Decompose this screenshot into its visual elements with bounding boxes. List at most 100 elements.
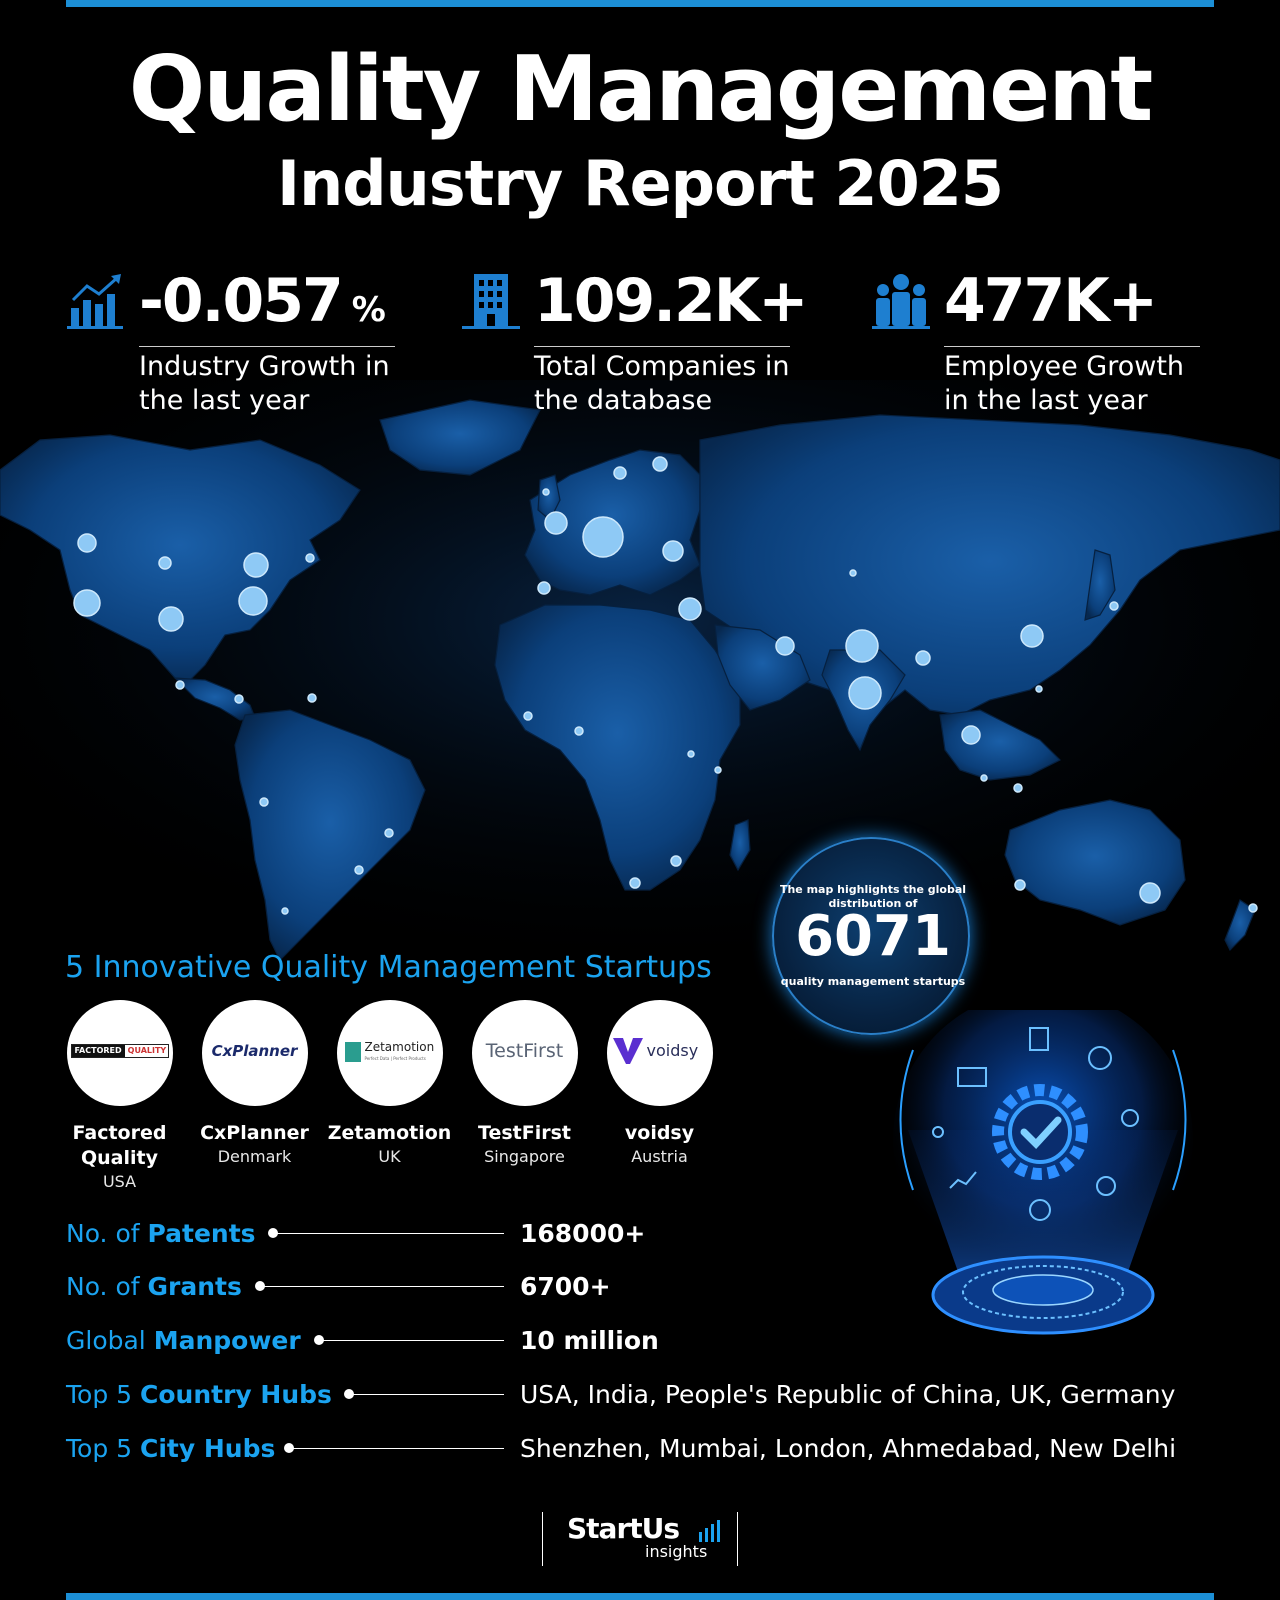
fact-row-manpower: Global Manpower 10 million [66, 1324, 1246, 1364]
connector-line [292, 1448, 504, 1449]
map-dot [687, 750, 695, 758]
logo-text-part: FACTORED [71, 1045, 125, 1057]
search-icon [1121, 1109, 1139, 1127]
fact-label-prefix: No. of [66, 1219, 148, 1248]
map-dot [158, 556, 172, 570]
startup-card[interactable]: CxPlanner CxPlanner Denmark [187, 1000, 322, 1167]
logo-mark-icon [344, 1042, 361, 1062]
map-dot [915, 650, 931, 666]
startus-insights-logo[interactable]: StartUs insights [542, 1512, 738, 1566]
map-dot [582, 516, 624, 558]
badge-number: 6071 [795, 904, 951, 969]
startup-country: UK [378, 1147, 401, 1166]
map-dot [307, 693, 317, 703]
startup-name: voidsy [624, 1122, 695, 1144]
map-dot [629, 877, 641, 889]
top-accent-bar [66, 0, 1214, 7]
madagascar-shape [729, 819, 751, 872]
page-subtitle: Industry Report 2025 [277, 147, 1004, 220]
connector-dot [268, 1228, 278, 1238]
startup-name: CxPlanner [200, 1122, 309, 1144]
startup-country: Denmark [217, 1147, 292, 1166]
startup-logo: FACTORED QUALITY [66, 1000, 173, 1106]
startup-card[interactable]: Zetamotion Perfect Data | Perfect Produc… [322, 1000, 457, 1167]
map-dot [384, 828, 394, 838]
stat-total-companies: 109.2K+ Total Companies in the database [462, 262, 809, 422]
startup-country: USA [102, 1172, 137, 1191]
japan-shape [1084, 549, 1116, 621]
map-dot [652, 456, 668, 472]
map-dot [354, 865, 364, 875]
fact-label-prefix: Top 5 [66, 1380, 140, 1409]
map-dot [662, 540, 684, 562]
africa-shape [494, 604, 741, 891]
connector-line [263, 1286, 504, 1287]
stat-industry-growth: -0.057% Industry Growth in the last year [67, 262, 397, 422]
map-dot [845, 629, 879, 663]
team-icon [932, 1126, 944, 1138]
fact-label-prefix: No. of [66, 1272, 148, 1301]
connector-dot [344, 1389, 354, 1399]
logo-text: voidsy [646, 1041, 699, 1060]
map-dot [1248, 903, 1258, 913]
fact-value: 10 million [520, 1326, 659, 1355]
startup-logo: voidsy [606, 1000, 713, 1106]
document-icon [1029, 1027, 1049, 1051]
map-dot [73, 589, 101, 617]
startup-distribution-dots [73, 456, 1258, 915]
map-dot [238, 586, 268, 616]
map-dot [243, 552, 269, 578]
page-title: Quality Management [128, 37, 1154, 142]
map-dot [1013, 783, 1023, 793]
map-dot [849, 569, 857, 577]
greenland-shape [379, 399, 541, 476]
connector-line [352, 1394, 504, 1395]
fact-row-city-hubs: Top 5 City Hubs Shenzhen, Mumbai, London… [66, 1432, 1246, 1472]
people-icon [872, 274, 930, 329]
voidsy-v-icon [612, 1038, 643, 1064]
map-dot [775, 636, 795, 656]
map-dot [77, 533, 97, 553]
quality-hud-graphic [893, 1010, 1193, 1335]
connector-line [322, 1340, 504, 1341]
stat-employee-growth: 477K+ Employee Growth in the last year [872, 262, 1202, 422]
startup-count-badge: The map highlights the global distributi… [772, 837, 970, 1035]
stat-value: -0.057 [139, 266, 344, 336]
map-dot [1014, 879, 1026, 891]
growth-chart-icon [67, 274, 123, 329]
startup-card[interactable]: voidsy voidsy Austria [592, 1000, 727, 1167]
divider [944, 346, 1200, 347]
map-dot [848, 676, 882, 710]
globe-icon [1029, 1199, 1051, 1221]
map-dot [1035, 685, 1043, 693]
map-dot [544, 511, 568, 535]
map-dot [537, 581, 551, 595]
north-america-shape [0, 434, 361, 681]
fact-row-country-hubs: Top 5 Country Hubs USA, India, People's … [66, 1378, 1246, 1418]
fact-label-prefix: Global [66, 1326, 154, 1355]
logo-text: Zetamotion [364, 1040, 435, 1054]
building-icon [462, 274, 520, 329]
fact-value: USA, India, People's Republic of China, … [520, 1380, 1176, 1409]
signal-bars-icon [699, 1520, 720, 1542]
startup-card[interactable]: TestFirst TestFirst Singapore [457, 1000, 592, 1167]
gear-check-icon [992, 1084, 1088, 1180]
arabia-shape [714, 624, 811, 711]
startup-logo: Zetamotion Perfect Data | Perfect Produc… [336, 1000, 443, 1106]
footer-sub: insights [645, 1542, 708, 1561]
badge-caption-top: The map highlights the global distributi… [779, 883, 967, 910]
divider [534, 346, 790, 347]
startup-country: Austria [631, 1147, 688, 1166]
world-map [0, 380, 1280, 980]
map-dot [259, 797, 269, 807]
fact-label-strong: Country Hubs [140, 1380, 332, 1409]
divider [139, 346, 395, 347]
map-dot [158, 606, 184, 632]
map-dot [234, 694, 244, 704]
map-dot [542, 488, 550, 496]
startup-card[interactable]: FACTORED QUALITY Factored Quality USA [52, 1000, 187, 1192]
map-dot [980, 774, 988, 782]
logo-text-part: QUALITY [127, 1046, 167, 1055]
stat-value: 477K+ [944, 266, 1158, 336]
stat-label: Industry Growth in the last year [139, 351, 390, 416]
